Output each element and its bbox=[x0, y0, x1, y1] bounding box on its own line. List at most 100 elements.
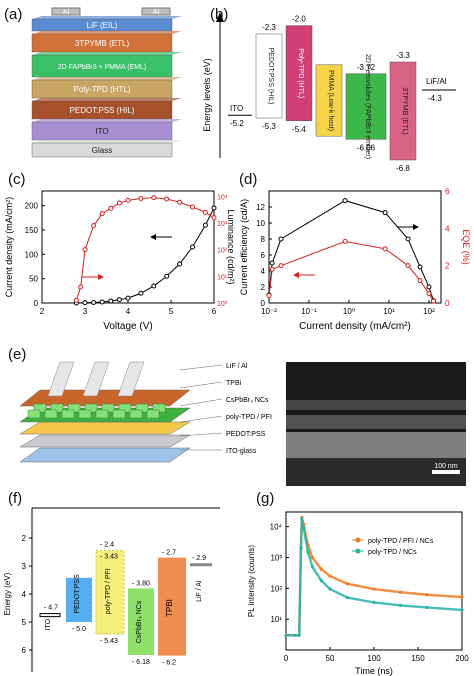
data-point bbox=[328, 587, 332, 591]
data-point-luminance bbox=[151, 195, 157, 201]
ito-label: ITO bbox=[45, 618, 52, 630]
data-point-eqe bbox=[417, 278, 423, 284]
layer-top bbox=[32, 52, 182, 55]
layer-label: ITO-glass bbox=[226, 448, 257, 455]
ptpd-block bbox=[95, 550, 125, 635]
data-point-current bbox=[211, 205, 217, 211]
y2-tick-label: 10⁰ bbox=[217, 300, 228, 308]
layer-top bbox=[32, 16, 182, 19]
device-stack: Al Al LiF (EIL) 3TPYMB (ETL) 2D FAPbBr3 + PM… bbox=[31, 7, 182, 158]
y-axis-arrow bbox=[216, 12, 224, 22]
energy-block-bottom: -6.06 bbox=[357, 143, 376, 152]
layer-label: CsPbBr₃ NCs bbox=[226, 397, 269, 404]
data-point-efficiency bbox=[278, 236, 284, 242]
data-point bbox=[293, 633, 297, 637]
chart-c: 2 3 4 5 6 0 50 100 150 200 10⁰ 10¹ 10² 10³ 10⁴ Voltage … bbox=[4, 190, 236, 332]
tem-band bbox=[286, 400, 466, 410]
x-tick-label: 10⁻¹ bbox=[301, 307, 317, 316]
layer-label: 3TPYMB (ETL) bbox=[75, 39, 130, 48]
data-point bbox=[299, 546, 303, 550]
pedot-label: PEDOT:PSS bbox=[74, 574, 81, 614]
data-point-current bbox=[164, 273, 170, 279]
nc-bottom: - 6.18 bbox=[132, 659, 150, 666]
data-point bbox=[372, 600, 376, 605]
arrow-efficiency-head bbox=[413, 224, 419, 230]
data-point bbox=[284, 633, 288, 637]
arrow-eqe-head bbox=[293, 272, 299, 278]
legend-label: poly-TPD / NCs bbox=[368, 549, 417, 556]
energy-block-name: Poly-TPD (HTL) bbox=[297, 48, 304, 98]
panel-d-label: (d) bbox=[239, 171, 258, 188]
energy-block-top: -3.3 bbox=[396, 51, 410, 60]
y-tick-label: 10⁴ bbox=[270, 523, 283, 532]
data-point bbox=[398, 590, 402, 594]
layer-top bbox=[32, 77, 182, 80]
nc-cube bbox=[78, 409, 92, 419]
y-tick-label: 150 bbox=[25, 226, 39, 235]
data-point-luminance bbox=[177, 199, 183, 205]
x-axis-label: Voltage (V) bbox=[103, 321, 152, 332]
y-tick-label: 2 bbox=[261, 283, 266, 292]
data-point bbox=[372, 587, 376, 591]
data-point bbox=[319, 567, 323, 571]
data-point bbox=[346, 582, 350, 586]
tpbi-block bbox=[158, 557, 186, 656]
leader-line bbox=[179, 398, 223, 407]
layer-label: PEDOT:PSS bbox=[226, 431, 266, 438]
layer-top bbox=[32, 98, 182, 101]
data-point bbox=[425, 605, 429, 610]
y-tick-label: 0 bbox=[34, 299, 39, 308]
nc-top: - 3.80 bbox=[132, 580, 150, 587]
ptpd-label: poly-TPD / PFI bbox=[105, 568, 112, 614]
energy-block-name: 3TPYMB (ETL) bbox=[401, 87, 408, 134]
electrode-right bbox=[141, 7, 171, 16]
device-e: LiF / Al TPBi CsPbBr₃ NCs poly-TPD / PFI PED… bbox=[19, 361, 466, 486]
electrode-left-label: Al bbox=[63, 9, 70, 16]
data-point-current bbox=[190, 244, 195, 250]
chart-d: 10⁻² 10⁻¹ 10⁰ 10¹ 10² 0 2 4 6 8 10 12 0 2 4 6 Current de… bbox=[239, 187, 471, 332]
x-axis-label: Current density (mA/cm²) bbox=[299, 321, 411, 332]
energy-block-bottom: -5.3 bbox=[262, 122, 276, 131]
data-point-current bbox=[91, 300, 97, 306]
y-tick-label: 4 bbox=[22, 590, 27, 599]
data-point-luminance bbox=[202, 209, 208, 215]
tpbi-top: - 2.7 bbox=[162, 550, 176, 557]
energy-block bbox=[389, 61, 417, 161]
data-point-current bbox=[202, 222, 208, 228]
data-point-luminance bbox=[125, 197, 131, 203]
energy-block bbox=[255, 33, 283, 119]
panel-a: (a) Al Al LiF (EIL) 3TPYMB (ETL) 2D FAPbBr3 … bbox=[0, 0, 200, 165]
lif-label: LiF/Al bbox=[426, 77, 447, 86]
y2-tick-label: 10³ bbox=[217, 221, 228, 228]
layer-label: LiF (EIL) bbox=[87, 21, 118, 30]
y-tick-label: 100 bbox=[25, 250, 39, 259]
y2-tick-label: 0 bbox=[445, 299, 450, 308]
layer bbox=[31, 142, 173, 158]
y2-tick-label: 6 bbox=[445, 187, 450, 196]
y2-tick-label: 10¹ bbox=[217, 274, 228, 281]
layer-top bbox=[32, 140, 182, 143]
x-tick-label: 10⁰ bbox=[343, 307, 355, 316]
panel-f: (f) 2 3 4 5 6 Energy (eV) - 4.7 ITO PEDOT:PSS - 5… bbox=[0, 490, 240, 676]
energy-block-bottom: -5.4 bbox=[292, 125, 306, 134]
tem-band bbox=[286, 415, 466, 429]
x-tick-label: 200 bbox=[455, 654, 469, 663]
series-line-efficiency bbox=[268, 200, 434, 301]
data-point-eqe bbox=[431, 298, 437, 304]
x-tick-label: 10² bbox=[423, 307, 435, 316]
energy-block-bottom: -6.8 bbox=[396, 164, 410, 173]
layer-label: PEDOT:PSS (HIL) bbox=[70, 106, 135, 115]
data-point-eqe bbox=[278, 263, 284, 269]
lif-value: - 2.9 bbox=[192, 555, 206, 562]
layer-top bbox=[32, 31, 182, 34]
arrow-luminance-head bbox=[98, 274, 104, 280]
data-point-luminance bbox=[91, 223, 97, 229]
scale-bar bbox=[432, 470, 460, 474]
al-electrode bbox=[117, 361, 145, 397]
panel-g-label: (g) bbox=[256, 490, 275, 507]
al-electrode bbox=[82, 361, 110, 397]
ito-value: - 4.7 bbox=[44, 605, 58, 612]
y-tick-label: 50 bbox=[29, 275, 38, 284]
data-point-luminance bbox=[108, 205, 114, 211]
